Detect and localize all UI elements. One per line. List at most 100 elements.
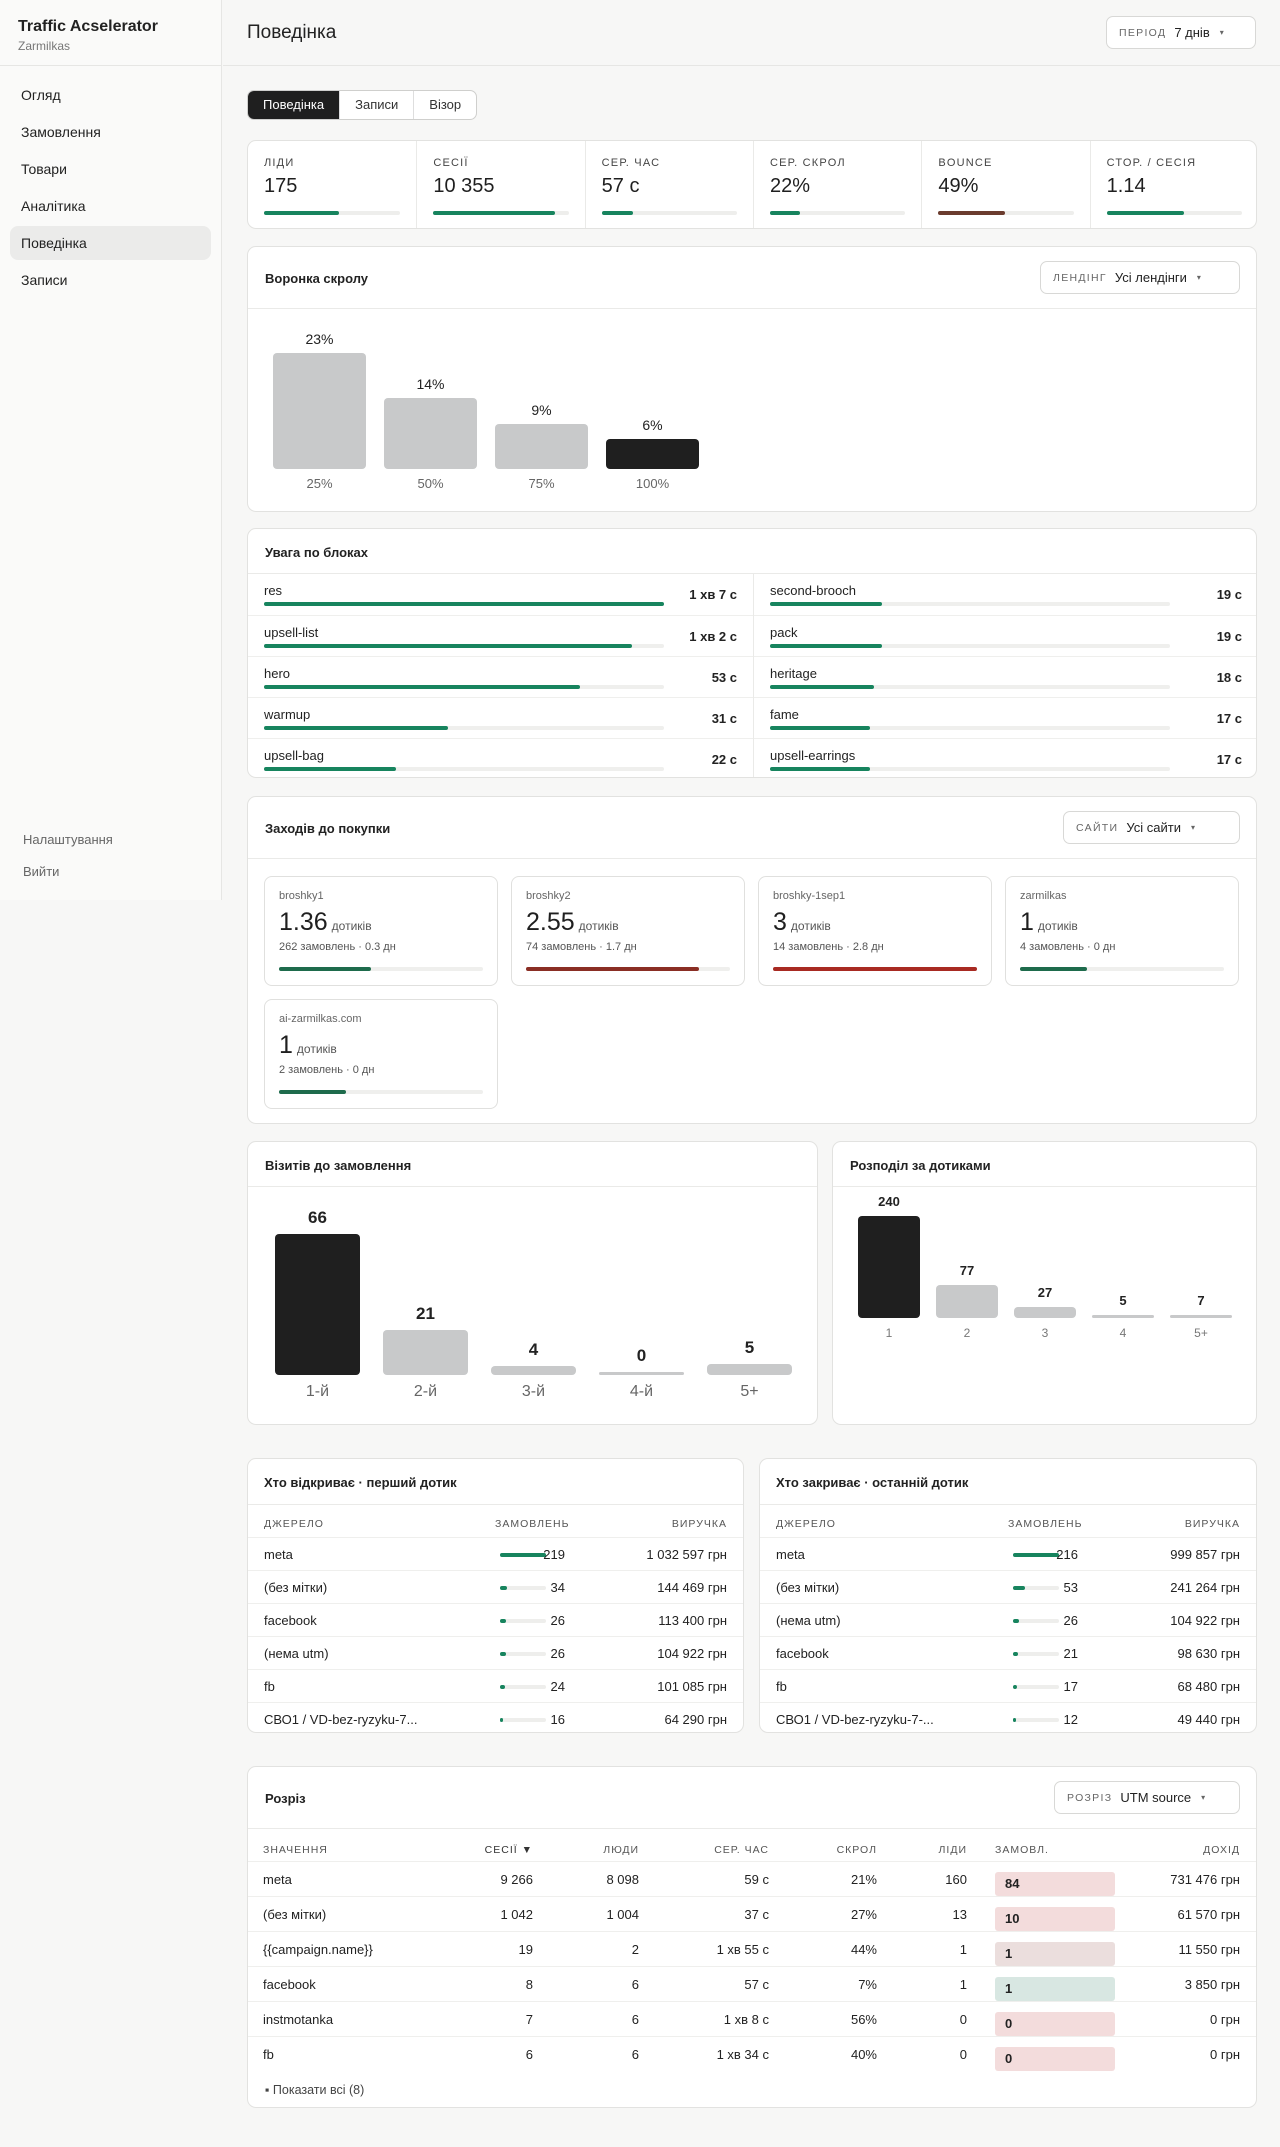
kpi-value: 1.14 [1106, 175, 1146, 197]
cell-r: 731 476 грн [1170, 1872, 1240, 1887]
site-name: zarmilkas [1020, 890, 1067, 902]
landing-select[interactable]: ЛЕНДІНГ Усі лендінги ▾ [1040, 261, 1240, 294]
cell-s: 1 042 [500, 1907, 533, 1922]
scroll-funnel-chart: 23% 25% 14% 50% 9% 75% 6% 100% [248, 309, 1256, 511]
block-name: second-brooch [770, 583, 856, 598]
cell-r: 3 850 грн [1184, 1977, 1240, 1992]
table-row: (без мітки) 53 241 264 грн [760, 1570, 1256, 1603]
logout-link[interactable]: Вийти [23, 864, 60, 879]
orders-value: 21 [1063, 1646, 1078, 1661]
block-time: 18 с [1216, 670, 1242, 685]
first-touch-card: Хто відкриває · перший дотик ДЖЕРЕЛО ЗАМОВ… [247, 1458, 744, 1733]
orders-value: 16 [550, 1712, 565, 1727]
chart-bar-label: 1 [885, 1326, 893, 1340]
orders-bar-fill [500, 1652, 506, 1656]
site-name: broshky2 [526, 890, 571, 902]
sidebar-item[interactable]: Поведінка [10, 226, 211, 260]
table-row[interactable]: fb 6 6 1 хв 34 с 40% 0 0 0 грн [248, 2036, 1256, 2071]
card-title: Воронка скролу [265, 271, 369, 286]
sidebar-item[interactable]: Огляд [21, 87, 61, 103]
revenue-value: 1 032 597 грн [646, 1547, 727, 1562]
topbar: Поведінка ПЕРІОД 7 днів ▾ [223, 0, 1280, 66]
touch-card[interactable]: broshky-1sep1 3 дотиків 14 замовлень · 2.8 … [758, 876, 992, 986]
block-bar [264, 767, 664, 771]
cell-l: 1 [959, 1942, 967, 1957]
attention-row: hero 53 с [248, 656, 753, 697]
col-header[interactable]: СЕСІЇ ▼ [484, 1844, 533, 1856]
block-time: 1 хв 7 с [689, 587, 737, 602]
card-title: Розподіл за дотиками [850, 1158, 991, 1173]
orders-cell: 0 [995, 2047, 1115, 2071]
source-name: СВО1 / VD-bez-ryzyku-7... [264, 1712, 418, 1727]
sidebar-item[interactable]: Аналітика [21, 198, 86, 214]
touch-bar-fill [279, 1090, 347, 1094]
source-name: (нема utm) [776, 1613, 841, 1628]
chart-bar [1170, 1315, 1232, 1318]
orders-value: 219 [543, 1547, 565, 1562]
block-time: 17 с [1216, 752, 1242, 767]
show-all-button[interactable]: ▪ Показати всі (8) [265, 2083, 365, 2097]
sites-value: Усі сайти [1126, 820, 1181, 835]
source-name: facebook [264, 1613, 317, 1628]
period-select[interactable]: ПЕРІОД 7 днів ▾ [1106, 16, 1256, 49]
table-row[interactable]: {{campaign.name}} 19 2 1 хв 55 с 44% 1 1 11 550… [248, 1931, 1256, 1966]
card-header: Увага по блоках [248, 529, 1256, 574]
cut-key: РОЗРІЗ [1067, 1791, 1113, 1804]
cell-sc: 21% [850, 1872, 877, 1887]
touch-card[interactable]: broshky1 1.36 дотиків 262 замовлень · 0.3 д… [264, 876, 498, 986]
orders-bar-fill [1013, 1553, 1059, 1557]
table-row[interactable]: instmotanka 7 6 1 хв 8 с 56% 0 0 0 грн [248, 2001, 1256, 2036]
cut-value: UTM source [1120, 1790, 1192, 1805]
cut-select[interactable]: РОЗРІЗ UTM source ▾ [1054, 1781, 1240, 1814]
cell-v: (без мітки) [263, 1907, 327, 1922]
sidebar-item[interactable]: Товари [21, 161, 67, 177]
block-bar-fill [770, 644, 882, 648]
touch-card[interactable]: ai-zarmilkas.com 1 дотиків 2 замовлень · 0 … [264, 999, 498, 1109]
chart-bar [599, 1372, 684, 1375]
table-row[interactable]: facebook 8 6 57 с 7% 1 1 3 850 грн [248, 1966, 1256, 2001]
touch-bar-fill [773, 967, 977, 971]
col-header: ЗАМОВЛЕНЬ [495, 1518, 570, 1530]
orders-bar-fill [500, 1619, 506, 1623]
tab[interactable]: Візор [413, 91, 476, 119]
touch-unit: дотиків [331, 919, 372, 933]
cell-s: 19 [518, 1942, 533, 1957]
chart-bar [936, 1285, 998, 1318]
touch-unit: дотиків [790, 919, 831, 933]
sites-select[interactable]: САЙТИ Усі сайти ▾ [1063, 811, 1240, 844]
block-bar-fill [264, 685, 580, 689]
block-name: upsell-bag [264, 748, 324, 763]
cell-sc: 44% [850, 1942, 877, 1957]
cell-l: 1 [959, 1977, 967, 1992]
sidebar-item[interactable]: Замовлення [21, 124, 101, 140]
block-time: 17 с [1216, 711, 1242, 726]
table-row[interactable]: meta 9 266 8 098 59 с 21% 160 84 731 476 грн [248, 1861, 1256, 1896]
block-bar-fill [264, 767, 396, 771]
touch-meta: 262 замовлень · 0.3 дн [279, 941, 396, 953]
source-name: meta [776, 1547, 805, 1562]
main: Поведінка ПЕРІОД 7 днів ▾ Поведінка Запис… [223, 0, 1280, 2108]
touch-card[interactable]: zarmilkas 1 дотиків 4 замовлень · 0 дн [1005, 876, 1239, 986]
touch-value-wrap: 1 дотиків [1020, 908, 1224, 937]
touch-meta: 14 замовлень · 2.8 дн [773, 941, 884, 953]
tab[interactable]: Записи [339, 91, 413, 119]
orders-bar [500, 1619, 546, 1623]
col-header: СЕР. ЧАС [714, 1844, 769, 1856]
kpi-bar-fill [1106, 211, 1184, 215]
table-row: (нема utm) 26 104 922 грн [248, 1636, 743, 1669]
touch-value-wrap: 2.55 дотиків [526, 908, 730, 937]
settings-link[interactable]: Налаштування [23, 832, 113, 847]
kpi-card: ЛІДИ 175 СЕСІЇ 10 355 СЕР. ЧАС 57 с СЕР. СКРОЛ… [247, 140, 1257, 229]
touches-card: Заходів до покупки САЙТИ Усі сайти ▾ bro… [247, 796, 1257, 1124]
funnel-bar-value: 6% [642, 416, 663, 433]
touch-card[interactable]: broshky2 2.55 дотиків 74 замовлень · 1.7 дн [511, 876, 745, 986]
divider [248, 1504, 743, 1505]
kpi-label: СЕР. СКРОЛ [770, 157, 846, 169]
cell-l: 13 [952, 1907, 967, 1922]
tab[interactable]: Поведінка [248, 91, 340, 119]
sidebar-item[interactable]: Записи [21, 272, 68, 288]
block-name: heritage [770, 666, 817, 681]
attention-row: upsell-earrings 17 с [754, 738, 1256, 777]
col-header: ЗНАЧЕННЯ [263, 1844, 328, 1856]
table-row[interactable]: (без мітки) 1 042 1 004 37 с 27% 13 10 61 570 г… [248, 1896, 1256, 1931]
